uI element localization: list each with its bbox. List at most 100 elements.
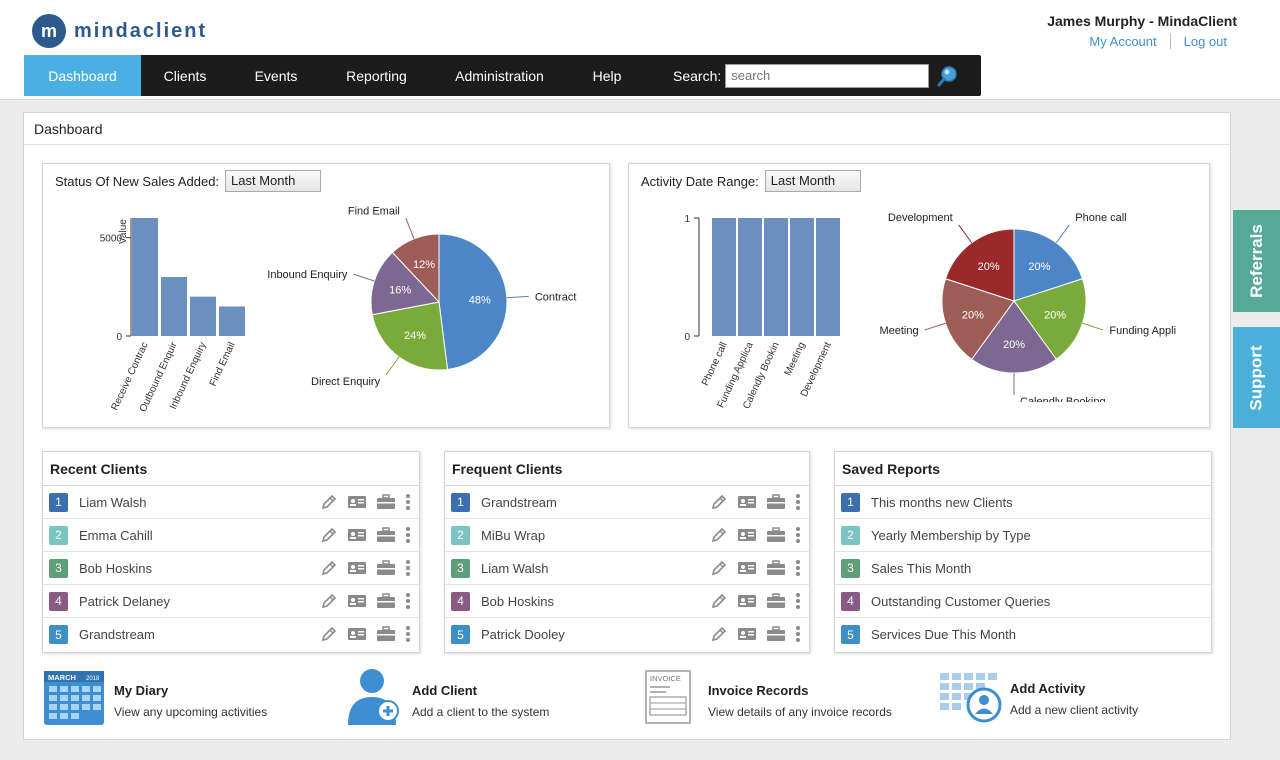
calendar-icon: MARCH 2018 xyxy=(42,667,106,727)
list-title: Recent Clients xyxy=(43,452,419,486)
pie-slice[interactable] xyxy=(970,300,1058,374)
edit-pencil-icon[interactable] xyxy=(320,493,338,511)
more-options-icon[interactable] xyxy=(405,526,411,544)
slice-percent-label: 20% xyxy=(1003,339,1025,351)
bar[interactable] xyxy=(738,218,762,336)
my-diary-action[interactable]: MARCH 2018 My Diary View any upcoming ac… xyxy=(42,667,267,727)
add-activity-action[interactable]: Add Activity Add a new client activity xyxy=(938,667,1138,727)
edit-pencil-icon[interactable] xyxy=(710,526,728,544)
briefcase-icon[interactable] xyxy=(766,593,786,609)
list-item[interactable]: 2 Emma Cahill xyxy=(43,519,419,552)
more-options-icon[interactable] xyxy=(795,592,801,610)
pie-slice[interactable] xyxy=(941,278,1015,360)
list-item-label: Grandstream xyxy=(79,627,155,642)
pie-slice[interactable] xyxy=(944,228,1015,302)
list-item[interactable]: 4 Patrick Delaney xyxy=(43,585,419,618)
more-options-icon[interactable] xyxy=(795,526,801,544)
pie-slice[interactable] xyxy=(391,233,440,304)
pie-slice[interactable] xyxy=(1013,278,1087,360)
nav-events[interactable]: Events xyxy=(254,67,298,84)
bar[interactable] xyxy=(219,306,245,337)
sales-panel-label: Status Of New Sales Added: xyxy=(55,173,220,189)
more-options-icon[interactable] xyxy=(405,559,411,577)
referrals-tab[interactable]: Referrals xyxy=(1233,210,1280,312)
list-item[interactable]: 3 Bob Hoskins xyxy=(43,552,419,585)
y-axis-label: Value xyxy=(118,219,129,244)
contact-card-icon[interactable] xyxy=(737,593,757,609)
list-item[interactable]: 1 This months new Clients xyxy=(835,486,1211,519)
more-options-icon[interactable] xyxy=(795,493,801,511)
bar[interactable] xyxy=(132,218,158,336)
row-actions xyxy=(311,625,411,643)
pie-slice[interactable] xyxy=(371,301,449,371)
nav-dashboard[interactable]: Dashboard xyxy=(24,55,141,96)
list-item[interactable]: 2 Yearly Membership by Type xyxy=(835,519,1211,552)
list-item[interactable]: 5 Patrick Dooley xyxy=(445,618,809,651)
contact-card-icon[interactable] xyxy=(347,494,367,510)
contact-card-icon[interactable] xyxy=(347,593,367,609)
edit-pencil-icon[interactable] xyxy=(710,592,728,610)
nav-clients[interactable]: Clients xyxy=(163,67,207,84)
briefcase-icon[interactable] xyxy=(766,527,786,543)
activity-range-select[interactable]: Last Month xyxy=(764,170,861,192)
edit-pencil-icon[interactable] xyxy=(320,559,338,577)
bar[interactable] xyxy=(764,218,788,336)
user-name: James Murphy - MindaClient xyxy=(1047,13,1237,29)
contact-card-icon[interactable] xyxy=(347,527,367,543)
briefcase-icon[interactable] xyxy=(376,560,396,576)
contact-card-icon[interactable] xyxy=(347,560,367,576)
bar[interactable] xyxy=(190,296,216,336)
briefcase-icon[interactable] xyxy=(376,527,396,543)
more-options-icon[interactable] xyxy=(795,625,801,643)
briefcase-icon[interactable] xyxy=(766,560,786,576)
app-logo[interactable]: m mindaclient xyxy=(32,14,207,48)
slice-label: Find Email xyxy=(348,205,400,217)
list-item[interactable]: 5 Grandstream xyxy=(43,618,419,651)
sales-range-select[interactable]: Last Month xyxy=(225,170,322,192)
contact-card-icon[interactable] xyxy=(737,494,757,510)
briefcase-icon[interactable] xyxy=(376,626,396,642)
nav-administration[interactable]: Administration xyxy=(455,67,544,84)
edit-pencil-icon[interactable] xyxy=(320,526,338,544)
bar[interactable] xyxy=(816,218,840,336)
list-item[interactable]: 1 Liam Walsh xyxy=(43,486,419,519)
contact-card-icon[interactable] xyxy=(737,626,757,642)
list-item[interactable]: 1 Grandstream xyxy=(445,486,809,519)
list-item[interactable]: 5 Services Due This Month xyxy=(835,618,1211,651)
more-options-icon[interactable] xyxy=(405,592,411,610)
list-item[interactable]: 3 Sales This Month xyxy=(835,552,1211,585)
more-options-icon[interactable] xyxy=(405,493,411,511)
bar[interactable] xyxy=(790,218,814,336)
list-item[interactable]: 3 Liam Walsh xyxy=(445,552,809,585)
nav-reporting[interactable]: Reporting xyxy=(346,67,407,84)
search-input[interactable] xyxy=(725,63,930,88)
log-out-link[interactable]: Log out xyxy=(1183,33,1227,49)
bar[interactable] xyxy=(712,218,736,336)
contact-card-icon[interactable] xyxy=(737,527,757,543)
briefcase-icon[interactable] xyxy=(766,494,786,510)
contact-card-icon[interactable] xyxy=(737,560,757,576)
invoice-records-action[interactable]: INVOICE Invoice Records View details of … xyxy=(636,667,892,727)
briefcase-icon[interactable] xyxy=(376,593,396,609)
briefcase-icon[interactable] xyxy=(376,494,396,510)
list-item[interactable]: 2 MiBu Wrap xyxy=(445,519,809,552)
edit-pencil-icon[interactable] xyxy=(710,625,728,643)
briefcase-icon[interactable] xyxy=(766,626,786,642)
list-item[interactable]: 4 Outstanding Customer Queries xyxy=(835,585,1211,618)
my-account-link[interactable]: My Account xyxy=(1089,33,1157,49)
more-options-icon[interactable] xyxy=(405,625,411,643)
more-options-icon[interactable] xyxy=(795,559,801,577)
edit-pencil-icon[interactable] xyxy=(320,592,338,610)
add-client-action[interactable]: Add Client Add a client to the system xyxy=(340,667,549,727)
support-tab[interactable]: Support xyxy=(1233,327,1280,428)
list-item[interactable]: 4 Bob Hoskins xyxy=(445,585,809,618)
nav-help[interactable]: Help xyxy=(592,67,622,84)
search-icon[interactable] xyxy=(937,65,959,87)
contact-card-icon[interactable] xyxy=(347,626,367,642)
pie-slice[interactable] xyxy=(1013,228,1084,302)
edit-pencil-icon[interactable] xyxy=(320,625,338,643)
edit-pencil-icon[interactable] xyxy=(710,559,728,577)
bar[interactable] xyxy=(161,277,187,336)
edit-pencil-icon[interactable] xyxy=(710,493,728,511)
